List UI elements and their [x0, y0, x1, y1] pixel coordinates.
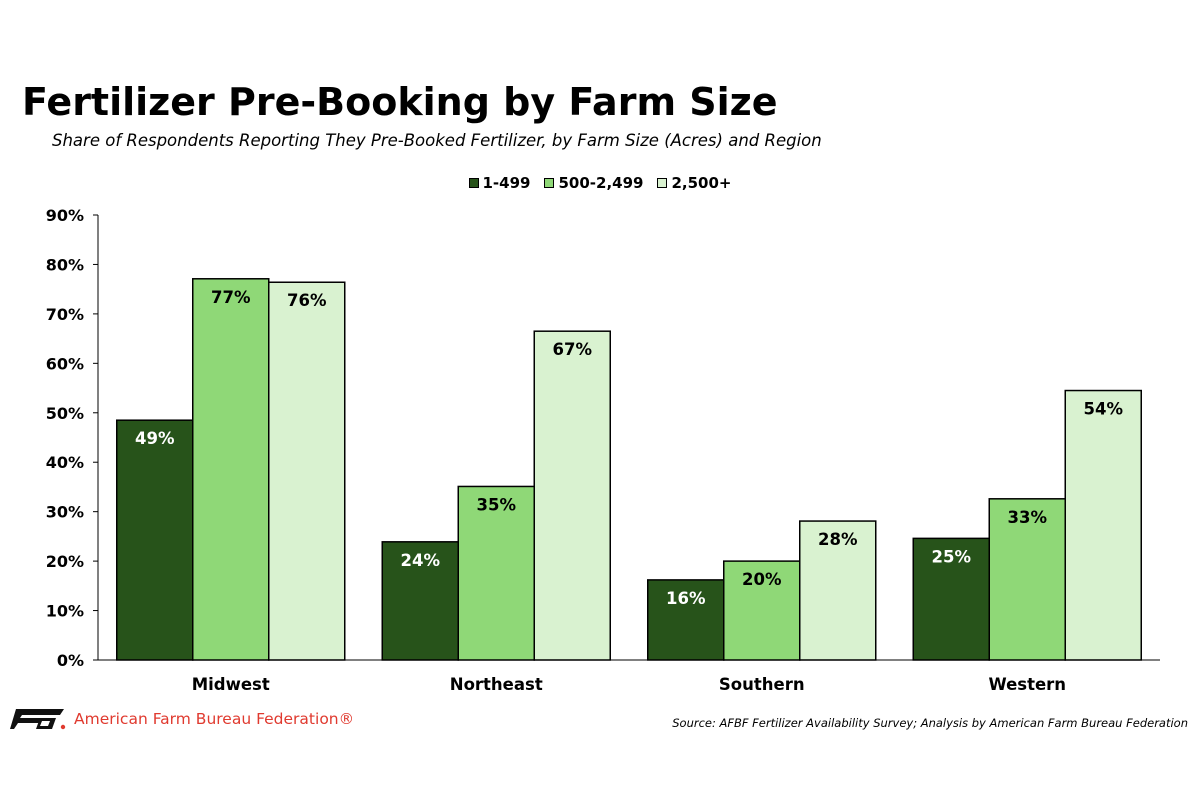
y-tick-label: 40% — [46, 453, 84, 472]
chart-title: Fertilizer Pre-Booking by Farm Size — [22, 80, 778, 124]
chart-subtitle: Share of Respondents Reporting They Pre-… — [52, 131, 822, 150]
bar — [192, 278, 270, 661]
x-tick-label: Northeast — [450, 675, 543, 694]
bar — [1064, 389, 1142, 661]
x-tick-label: Southern — [719, 675, 805, 694]
afbf-logo-icon — [10, 709, 66, 730]
data-label: 54% — [1084, 400, 1124, 419]
bar — [533, 330, 611, 661]
y-tick-label: 60% — [46, 354, 84, 373]
legend-label-series-0: 1-499 — [482, 174, 531, 192]
data-label: 20% — [742, 570, 782, 589]
x-tick-label: Midwest — [192, 675, 270, 694]
legend-swatch-series-1 — [544, 178, 555, 188]
data-label: 24% — [401, 551, 441, 570]
data-label: 67% — [553, 340, 593, 359]
data-label: 76% — [287, 291, 327, 310]
y-tick-label: 80% — [46, 255, 84, 274]
y-tick-label: 50% — [46, 404, 84, 423]
bar — [799, 520, 877, 661]
legend-item-series-1: 500-2,499 — [544, 174, 643, 192]
y-tick-label: 0% — [57, 651, 84, 670]
bar — [116, 419, 194, 661]
y-tick-label: 30% — [46, 503, 84, 522]
bar — [268, 281, 346, 661]
bar — [723, 560, 801, 661]
legend-swatch-series-0 — [468, 178, 479, 188]
legend-label-series-1: 500-2,499 — [558, 174, 644, 192]
y-tick-label: 90% — [46, 206, 84, 225]
bar — [381, 541, 459, 661]
bar — [912, 537, 990, 661]
y-tick-label: 10% — [46, 602, 84, 621]
legend-item-series-0: 1-499 — [468, 174, 531, 192]
data-label: 16% — [666, 589, 706, 608]
data-label: 77% — [211, 288, 251, 307]
data-label: 25% — [932, 547, 972, 566]
legend-swatch-series-2 — [657, 178, 668, 188]
org-name: American Farm Bureau Federation® — [74, 710, 355, 728]
legend-label-series-2: 2,500+ — [671, 174, 732, 192]
y-tick-label: 20% — [46, 552, 84, 571]
legend-item-series-2: 2,500+ — [657, 174, 731, 192]
data-label: 28% — [818, 530, 858, 549]
afbf-logo: American Farm Bureau Federation® — [10, 708, 354, 730]
chart-legend: 1-499 500-2,499 2,500+ — [0, 174, 1200, 192]
x-tick-label: Western — [988, 675, 1066, 694]
data-label: 49% — [135, 429, 175, 448]
y-tick-label: 70% — [46, 305, 84, 324]
bar — [457, 485, 535, 661]
data-label: 35% — [477, 495, 517, 514]
source-note: Source: AFBF Fertilizer Availability Sur… — [672, 716, 1188, 730]
data-label: 33% — [1008, 508, 1048, 527]
